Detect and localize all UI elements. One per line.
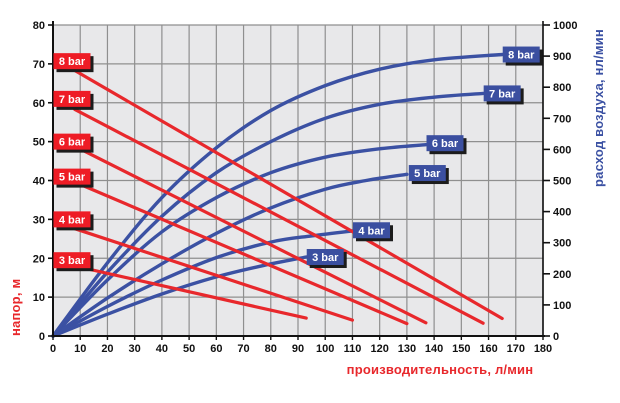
x-tick-label: 80 (265, 343, 277, 355)
head-curve-8-bar (73, 68, 504, 321)
x-tick-label: 60 (210, 343, 222, 355)
x-tick-label: 100 (316, 343, 334, 355)
x-tick-label: 40 (156, 343, 168, 355)
head-curve-7-bar (73, 107, 485, 325)
x-tick-label: 180 (534, 343, 552, 355)
air-curve-label-5-bar-text: 5 bar (414, 168, 441, 180)
head-curve-label-8-bar-text: 8 bar (59, 56, 86, 68)
x-tick-label: 20 (101, 343, 113, 355)
head-curve-label-4-bar-text: 4 bar (59, 214, 86, 226)
air-curve-label-3-bar-text: 3 bar (312, 252, 339, 264)
y-left-tick-label: 40 (33, 176, 45, 188)
x-tick-label: 140 (425, 343, 443, 355)
head-curve-5-bar (73, 180, 409, 326)
x-tick-label: 120 (370, 343, 388, 355)
y-left-tick-label: 30 (33, 214, 45, 226)
head-curve-label-7-bar-box (53, 90, 91, 107)
y-left-tick-label: 0 (39, 331, 45, 343)
head-curve-label-8-bar-box (53, 53, 91, 70)
air-curve-label-5-bar-box (408, 165, 446, 182)
x-tick-label: 90 (292, 343, 304, 355)
y-right-tick-label: 500 (553, 176, 571, 188)
x-tick-label: 130 (398, 343, 416, 355)
x-tick-label: 10 (74, 343, 86, 355)
air-curve-label-4-bar-box (353, 222, 390, 239)
x-tick-label: 30 (129, 343, 141, 355)
air-curve-label-8-bar-box (502, 46, 540, 63)
air-curve-6-bar (51, 143, 428, 338)
head-curve-3-bar (73, 264, 308, 320)
air-curve-label-4-bar-text: 4 bar (358, 225, 385, 237)
x-tick-label: 150 (452, 343, 470, 355)
head-curve-label-4-bar-box (53, 211, 91, 228)
head-curve-4-bar (73, 227, 354, 322)
air-curve-label-6-bar-box (426, 135, 464, 152)
air-curve-label-3-bar-box (306, 249, 344, 266)
air-curve-5-bar (51, 172, 409, 338)
y-right-tick-label: 900 (553, 51, 571, 63)
air-curve-4-bar (51, 229, 355, 338)
head-curve-label-3-bar-box (53, 252, 91, 269)
x-tick-label: 70 (237, 343, 249, 355)
y-right-tick-label: 400 (553, 207, 571, 219)
y-axis-left-title: напор, м (8, 278, 23, 336)
head-curve-label-6-bar-text: 6 bar (59, 137, 86, 149)
x-tick-label: 0 (50, 343, 56, 355)
y-left-tick-label: 70 (33, 59, 45, 71)
y-axis-right-title: расход воздуха, нл/мин (591, 29, 606, 187)
x-tick-label: 50 (183, 343, 195, 355)
y-left-tick-label: 50 (33, 137, 45, 149)
head-curve-label-7-bar-text: 7 bar (59, 94, 86, 106)
x-tick-label: 160 (479, 343, 497, 355)
y-right-tick-label: 700 (553, 113, 571, 125)
y-left-tick-label: 80 (33, 20, 45, 32)
y-left-tick-label: 20 (33, 253, 45, 265)
air-curve-label-6-bar-text: 6 bar (432, 138, 459, 150)
y-right-tick-label: 600 (553, 144, 571, 156)
y-right-tick-label: 0 (553, 331, 559, 343)
head-curve-label-6-bar-box (53, 133, 91, 150)
y-right-tick-label: 800 (553, 82, 571, 94)
head-curve-label-5-bar-text: 5 bar (59, 172, 86, 184)
air-curve-label-7-bar-text: 7 bar (489, 88, 516, 100)
x-axis-title: производительность, л/мин (346, 362, 534, 377)
air-curve-7-bar (51, 91, 485, 338)
y-right-tick-label: 200 (553, 269, 571, 281)
y-right-tick-label: 300 (553, 238, 571, 250)
head-curve-label-5-bar-box (53, 168, 91, 185)
head-curve-label-3-bar-text: 3 bar (59, 255, 86, 267)
air-curve-8-bar (51, 52, 504, 338)
air-curve-label-8-bar-text: 8 bar (508, 50, 535, 62)
x-tick-label: 170 (507, 343, 525, 355)
y-left-tick-label: 10 (33, 292, 45, 304)
air-curve-label-7-bar-box (483, 85, 521, 102)
y-right-tick-label: 100 (553, 300, 571, 312)
head-curve-6-bar (73, 144, 428, 325)
y-left-tick-label: 60 (33, 98, 45, 110)
y-right-tick-label: 1000 (553, 20, 577, 32)
x-tick-label: 110 (344, 343, 362, 355)
